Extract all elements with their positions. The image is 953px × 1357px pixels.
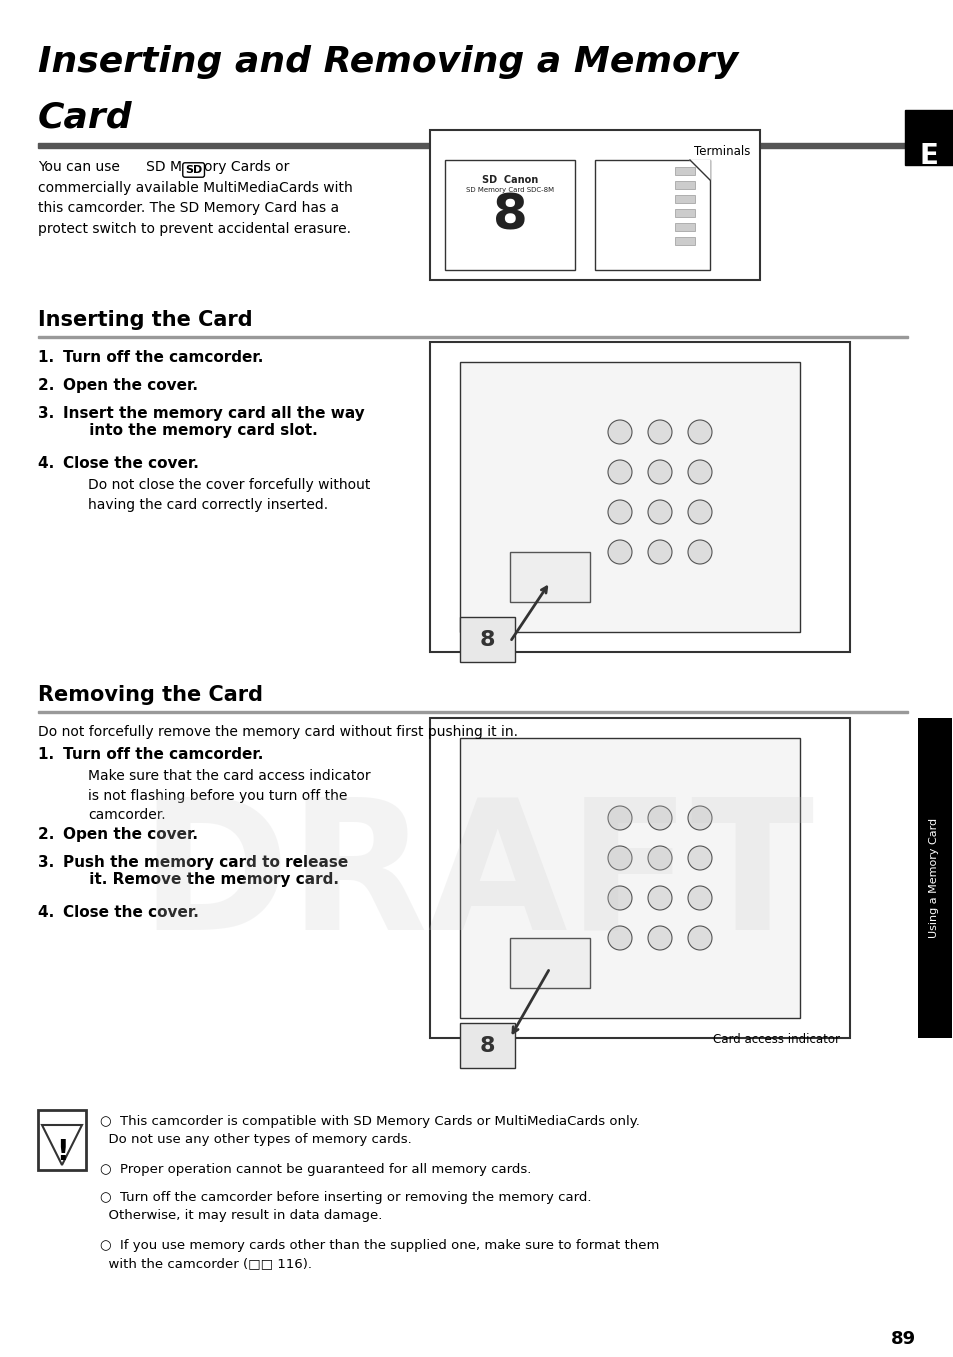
Text: Turn off the camcorder.: Turn off the camcorder. [63,350,263,365]
Circle shape [687,499,711,524]
Circle shape [687,925,711,950]
Circle shape [687,540,711,565]
Text: Insert the memory card all the way
     into the memory card slot.: Insert the memory card all the way into … [63,406,364,438]
Text: SD: SD [185,166,202,175]
Text: ○  This camcorder is compatible with SD Memory Cards or MultiMediaCards only.
  : ○ This camcorder is compatible with SD M… [100,1115,639,1147]
Circle shape [687,421,711,444]
Bar [38,142,907,148]
Text: Close the cover.: Close the cover. [63,456,198,471]
Text: 3.: 3. [38,406,65,421]
Text: Terminals: Terminals [693,145,749,157]
Circle shape [647,925,671,950]
Polygon shape [689,160,709,180]
Bar [430,130,760,280]
Text: Do not forcefully remove the memory card without first pushing it in.: Do not forcefully remove the memory card… [38,725,517,740]
Text: 1.: 1. [38,350,65,365]
Bar [38,335,907,338]
Bar [904,110,953,166]
Circle shape [687,460,711,484]
Bar [430,342,849,651]
Circle shape [687,886,711,911]
Text: !: ! [55,1139,69,1166]
Text: ○  If you use memory cards other than the supplied one, make sure to format them: ○ If you use memory cards other than the… [100,1239,659,1270]
Text: Inserting and Removing a Memory: Inserting and Removing a Memory [38,45,738,79]
Text: Do not close the cover forcefully without
having the card correctly inserted.: Do not close the cover forcefully withou… [88,478,370,512]
Text: DRAFT: DRAFT [139,792,814,968]
Text: 4.: 4. [38,456,65,471]
Circle shape [647,806,671,830]
Text: 8: 8 [478,630,495,650]
Text: Make sure that the card access indicator
is not flashing before you turn off the: Make sure that the card access indicator… [88,769,370,822]
Bar [675,209,695,217]
Circle shape [607,540,631,565]
Text: SD Memory Card SDC-8M: SD Memory Card SDC-8M [465,187,554,193]
Text: SD  Canon: SD Canon [481,175,537,185]
Bar [595,160,709,270]
Bar [444,160,575,270]
Bar [510,938,589,988]
Bar [675,195,695,204]
Text: 2.: 2. [38,379,65,394]
Bar [675,167,695,175]
Text: Open the cover.: Open the cover. [63,826,198,841]
Bar [459,362,800,632]
Circle shape [607,886,631,911]
Circle shape [607,806,631,830]
Bar [38,1110,86,1170]
Circle shape [607,499,631,524]
Text: Inserting the Card: Inserting the Card [38,309,253,330]
Bar [675,223,695,231]
Text: 3.: 3. [38,855,65,870]
Text: Card: Card [38,100,132,134]
Text: E: E [919,142,938,170]
Circle shape [687,806,711,830]
Circle shape [647,540,671,565]
Circle shape [647,886,671,911]
Circle shape [647,460,671,484]
Bar [459,1023,515,1068]
Text: Card access indicator: Card access indicator [712,1033,840,1046]
Text: ○  Turn off the camcorder before inserting or removing the memory card.
  Otherw: ○ Turn off the camcorder before insertin… [100,1191,591,1223]
Bar [510,552,589,603]
Text: Removing the Card: Removing the Card [38,685,263,706]
Circle shape [607,925,631,950]
Text: 8: 8 [478,1035,495,1056]
Circle shape [687,845,711,870]
Bar [917,718,951,1038]
Text: 4.: 4. [38,905,65,920]
Bar [675,180,695,189]
Circle shape [607,421,631,444]
Bar [430,718,849,1038]
Text: Close the cover.: Close the cover. [63,905,198,920]
Text: Using a Memory Card: Using a Memory Card [928,818,938,938]
Circle shape [647,421,671,444]
Text: Turn off the camcorder.: Turn off the camcorder. [63,746,263,763]
Circle shape [647,845,671,870]
Bar [459,617,515,662]
Bar [675,237,695,246]
Text: Open the cover.: Open the cover. [63,379,198,394]
Text: 89: 89 [890,1330,915,1348]
Circle shape [607,845,631,870]
Text: Push the memory card to release
     it. Remove the memory card.: Push the memory card to release it. Remo… [63,855,348,887]
Circle shape [647,499,671,524]
Text: You can use      SD Memory Cards or
commercially available MultiMediaCards with
: You can use SD Memory Cards or commercia… [38,160,353,236]
Text: ○  Proper operation cannot be guaranteed for all memory cards.: ○ Proper operation cannot be guaranteed … [100,1163,531,1177]
Bar [459,738,800,1018]
Text: 1.: 1. [38,746,65,763]
Text: 2.: 2. [38,826,65,841]
Bar [38,711,907,712]
Text: 8: 8 [492,191,527,239]
Circle shape [607,460,631,484]
